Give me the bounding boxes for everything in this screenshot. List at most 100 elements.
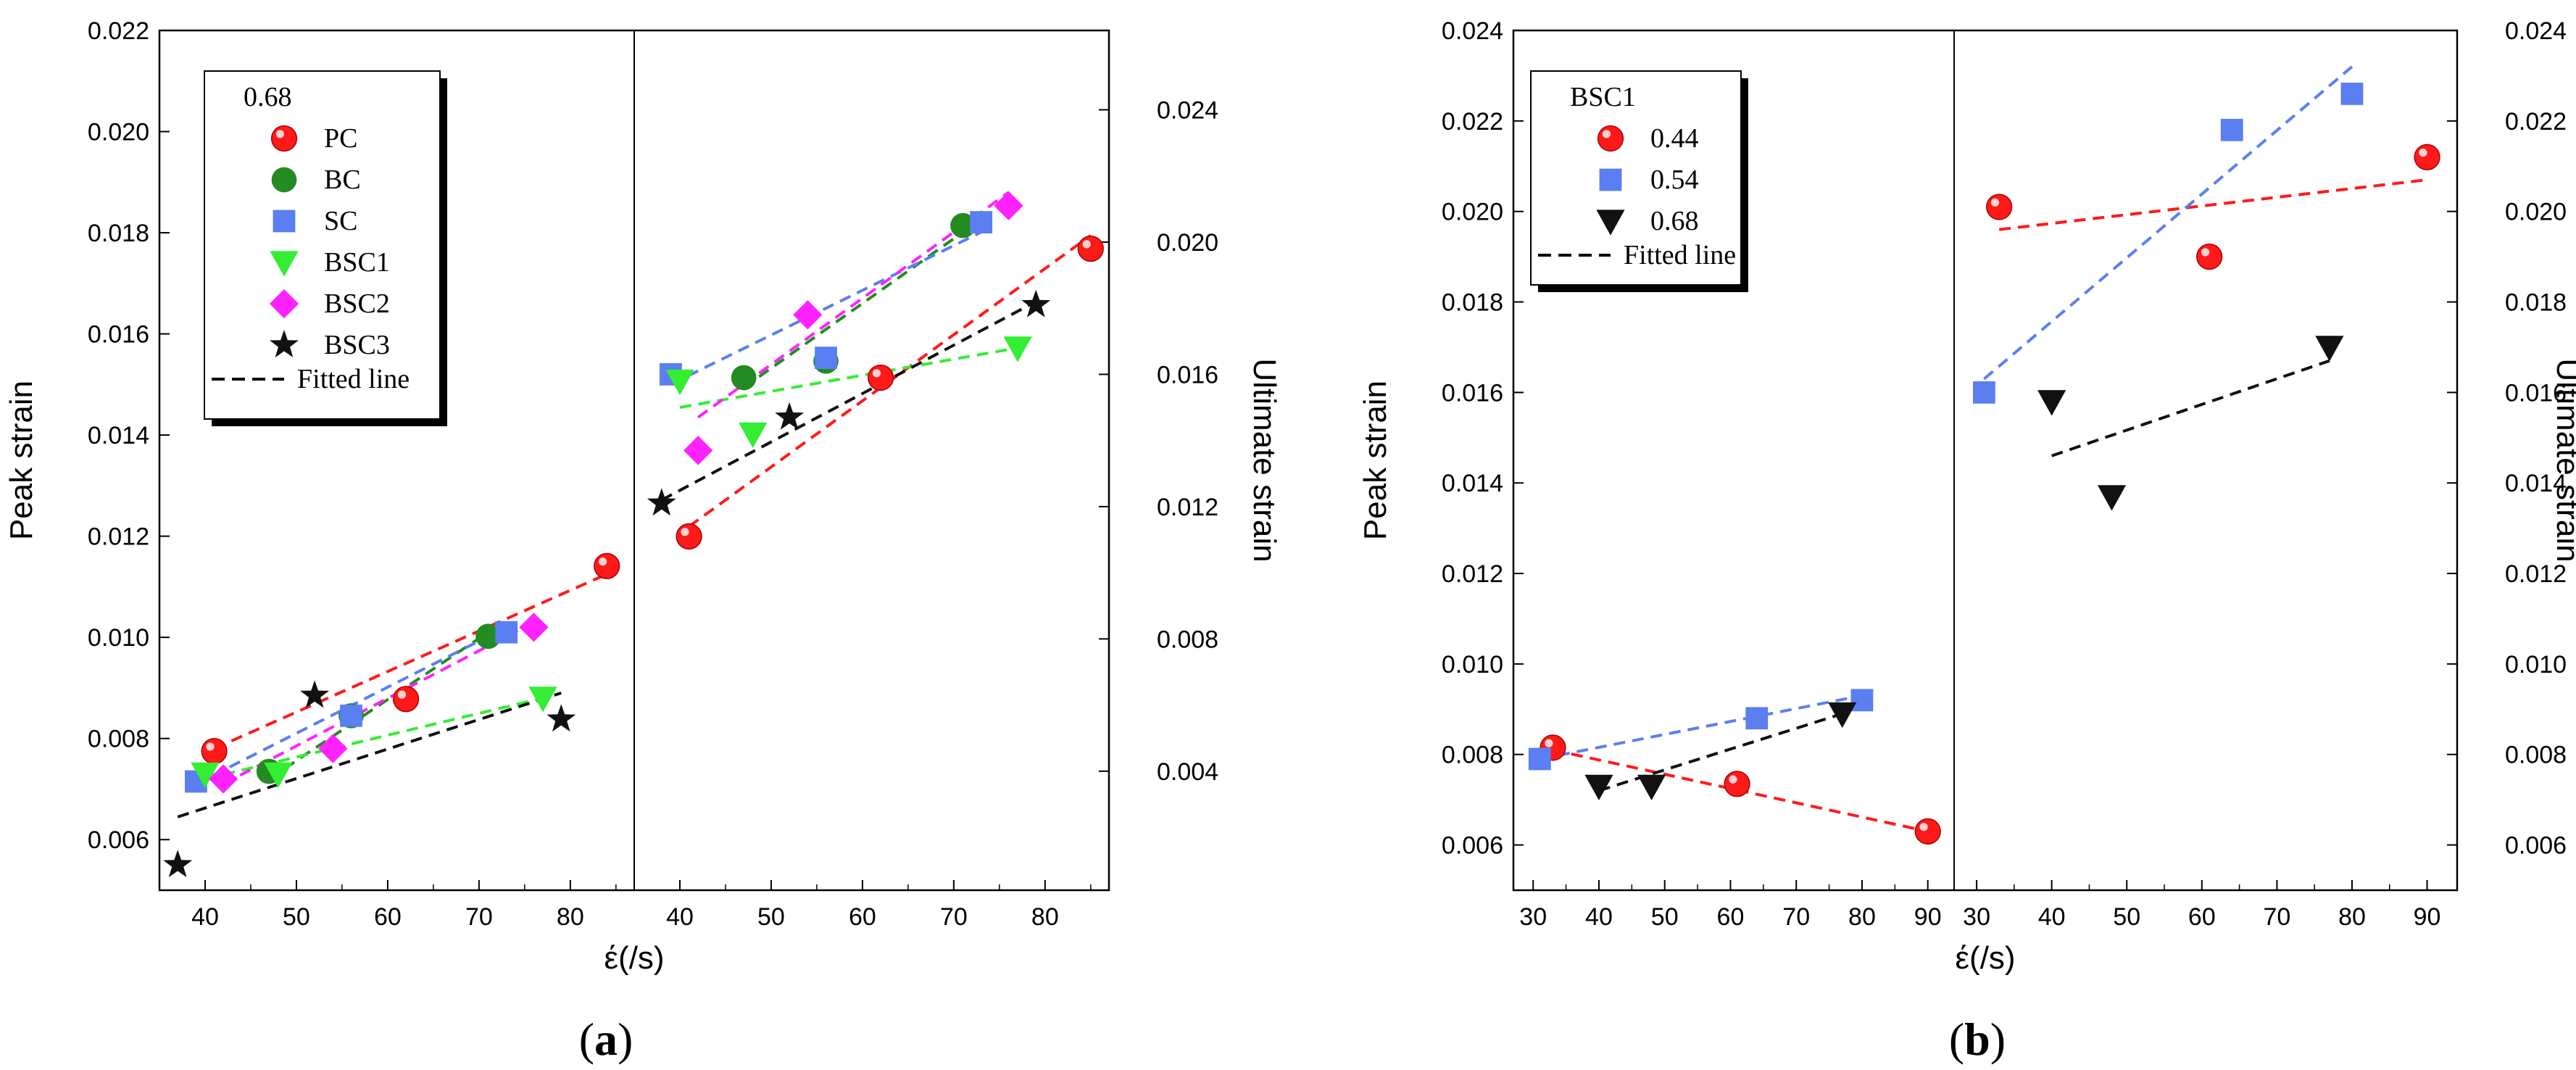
data-point-pc-left-shine: [397, 690, 407, 699]
x-tick-label: 80: [2338, 903, 2366, 931]
fit-line-0-44-right: [1998, 178, 2427, 231]
legend-marker-0-54: [1599, 168, 1622, 191]
legend: 0.68 PC BC SC BSC1 BSC2 BSC3 Fitted line: [204, 70, 447, 426]
y-left-tick-label: 0.024: [1442, 17, 1503, 45]
fit-line-0-68-left: [1598, 712, 1843, 792]
legend-label: BSC1: [324, 247, 390, 278]
svg-text:(b): (b): [1949, 1013, 2006, 1065]
data-point-0-44-right-shine: [2201, 248, 2210, 257]
legend-marker-pc-body: [270, 125, 298, 152]
y-left-tick-label: 0.010: [88, 624, 149, 652]
data-point-bsc3-left: [163, 850, 193, 878]
data-point-0-68-left: [1828, 702, 1857, 729]
legend-title: BSC1: [1570, 82, 1636, 112]
data-point-bsc2-right: [793, 300, 823, 330]
data-point-pc-right-body: [676, 523, 702, 550]
legend-title: 0.68: [244, 82, 292, 112]
y-left-tick-label: 0.016: [88, 321, 149, 349]
x-tick-label: 50: [283, 903, 310, 931]
data-point-0-44-left-body: [1914, 818, 1941, 845]
x-tick-label: 60: [1717, 903, 1745, 931]
data-point-bsc1-right: [1003, 336, 1032, 362]
x-tick-label: 60: [2188, 903, 2216, 931]
data-point-bsc2-left: [209, 764, 238, 794]
data-point-bsc1-left: [528, 687, 557, 713]
y-left-tick-label: 0.018: [88, 220, 149, 247]
data-point-0-68-right: [2315, 336, 2344, 362]
x-tick-label: 90: [1914, 903, 1942, 931]
data-point-0-44-right-body: [2414, 144, 2440, 170]
y-left-tick-label: 0.020: [1442, 199, 1503, 226]
x-tick-label: 80: [1031, 903, 1059, 931]
data-point-pc-right: [676, 523, 702, 550]
data-point-bc-right: [731, 365, 757, 391]
legend-label: BC: [324, 165, 361, 195]
y-right-tick-label: 0.008: [1157, 626, 1218, 653]
caption-b: (b): [1949, 1013, 2006, 1065]
y-left-tick-label: 0.008: [88, 726, 149, 753]
data-point-bsc3-left: [547, 704, 576, 732]
x-tick-label: 50: [1651, 903, 1679, 931]
x-tick-label: 80: [557, 903, 584, 931]
data-point-pc-right-shine: [872, 369, 881, 378]
y-right-tick-label: 0.010: [2505, 651, 2567, 679]
y-right-tick-label: 0.022: [2505, 108, 2567, 136]
plot-frame: [1512, 29, 2459, 892]
legend-marker-0-44: [1597, 125, 1624, 152]
y-left-tick-label: 0.022: [88, 17, 149, 45]
legend-fitted-label: Fitted line: [297, 364, 410, 394]
y-left-tick-label: 0.006: [1442, 832, 1503, 860]
data-point-pc-right: [1077, 235, 1104, 262]
y-left-tick-label: 0.012: [1442, 560, 1503, 588]
fit-line-pc-left: [213, 573, 608, 750]
data-point-pc-left-body: [201, 738, 228, 765]
y-left-tick-label: 0.022: [1442, 108, 1503, 136]
data-point-pc-right-shine: [1082, 240, 1091, 249]
data-point-sc-right: [815, 347, 837, 369]
x-tick-label: 40: [666, 903, 694, 931]
data-point-0-44-right-shine: [1990, 198, 2000, 207]
y-left-tick-label: 0.012: [88, 523, 149, 551]
data-point-pc-right-shine: [681, 528, 689, 536]
data-point-pc-left-shine: [206, 742, 215, 751]
data-point-bsc3-right: [775, 402, 805, 430]
y-right-axis-title: Ultimate strain: [1247, 358, 1282, 562]
x-tick-label: 80: [1848, 903, 1876, 931]
data-point-0-44-right-shine: [2419, 149, 2427, 157]
x-axis-title: έ(/s): [1955, 940, 2015, 976]
caption-a-label: a: [594, 1013, 618, 1065]
x-tick-label: 50: [2113, 903, 2140, 931]
legend-label: PC: [324, 123, 357, 154]
data-point-bc-right: [950, 212, 976, 239]
data-point-bc-left: [475, 623, 501, 650]
y-right-tick-label: 0.006: [2505, 832, 2567, 860]
y-right-tick-label: 0.004: [1157, 758, 1218, 786]
data-point-pc-left-body: [392, 686, 420, 713]
y-left-axis-title: Peak strain: [1358, 381, 1393, 540]
x-tick-label: 60: [374, 903, 402, 931]
caption-a: (a): [579, 1013, 633, 1065]
data-point-pc-right-body: [1077, 235, 1104, 262]
data-point-sc-left: [495, 621, 518, 644]
legend-marker-0-44-body: [1597, 125, 1624, 152]
data-point-0-44-left-shine: [1545, 739, 1553, 747]
legend-marker-sc: [273, 210, 296, 233]
y-right-tick-label: 0.024: [2505, 17, 2567, 45]
y-right-tick-label: 0.016: [1157, 361, 1218, 389]
data-point-0-44-left-shine: [1729, 775, 1737, 784]
data-point-0-68-right: [2037, 390, 2066, 416]
x-tick-label: 40: [2038, 903, 2066, 931]
legend-marker-bsc3: [270, 330, 299, 357]
fit-line-0-54-right: [1983, 65, 2353, 381]
fit-line-bsc1-right: [679, 346, 1018, 409]
data-point-bsc2-left: [519, 613, 549, 642]
legend-marker-bsc2: [269, 289, 299, 319]
data-point-0-44-left-body: [1724, 771, 1750, 797]
data-point-0-54-left: [1745, 707, 1769, 730]
y-right-tick-label: 0.020: [2505, 199, 2567, 226]
x-tick-label: 70: [1782, 903, 1810, 931]
fit-line-bsc3-left: [177, 692, 562, 818]
fit-line-bsc2-left: [223, 621, 535, 786]
legend-box: [204, 70, 441, 420]
